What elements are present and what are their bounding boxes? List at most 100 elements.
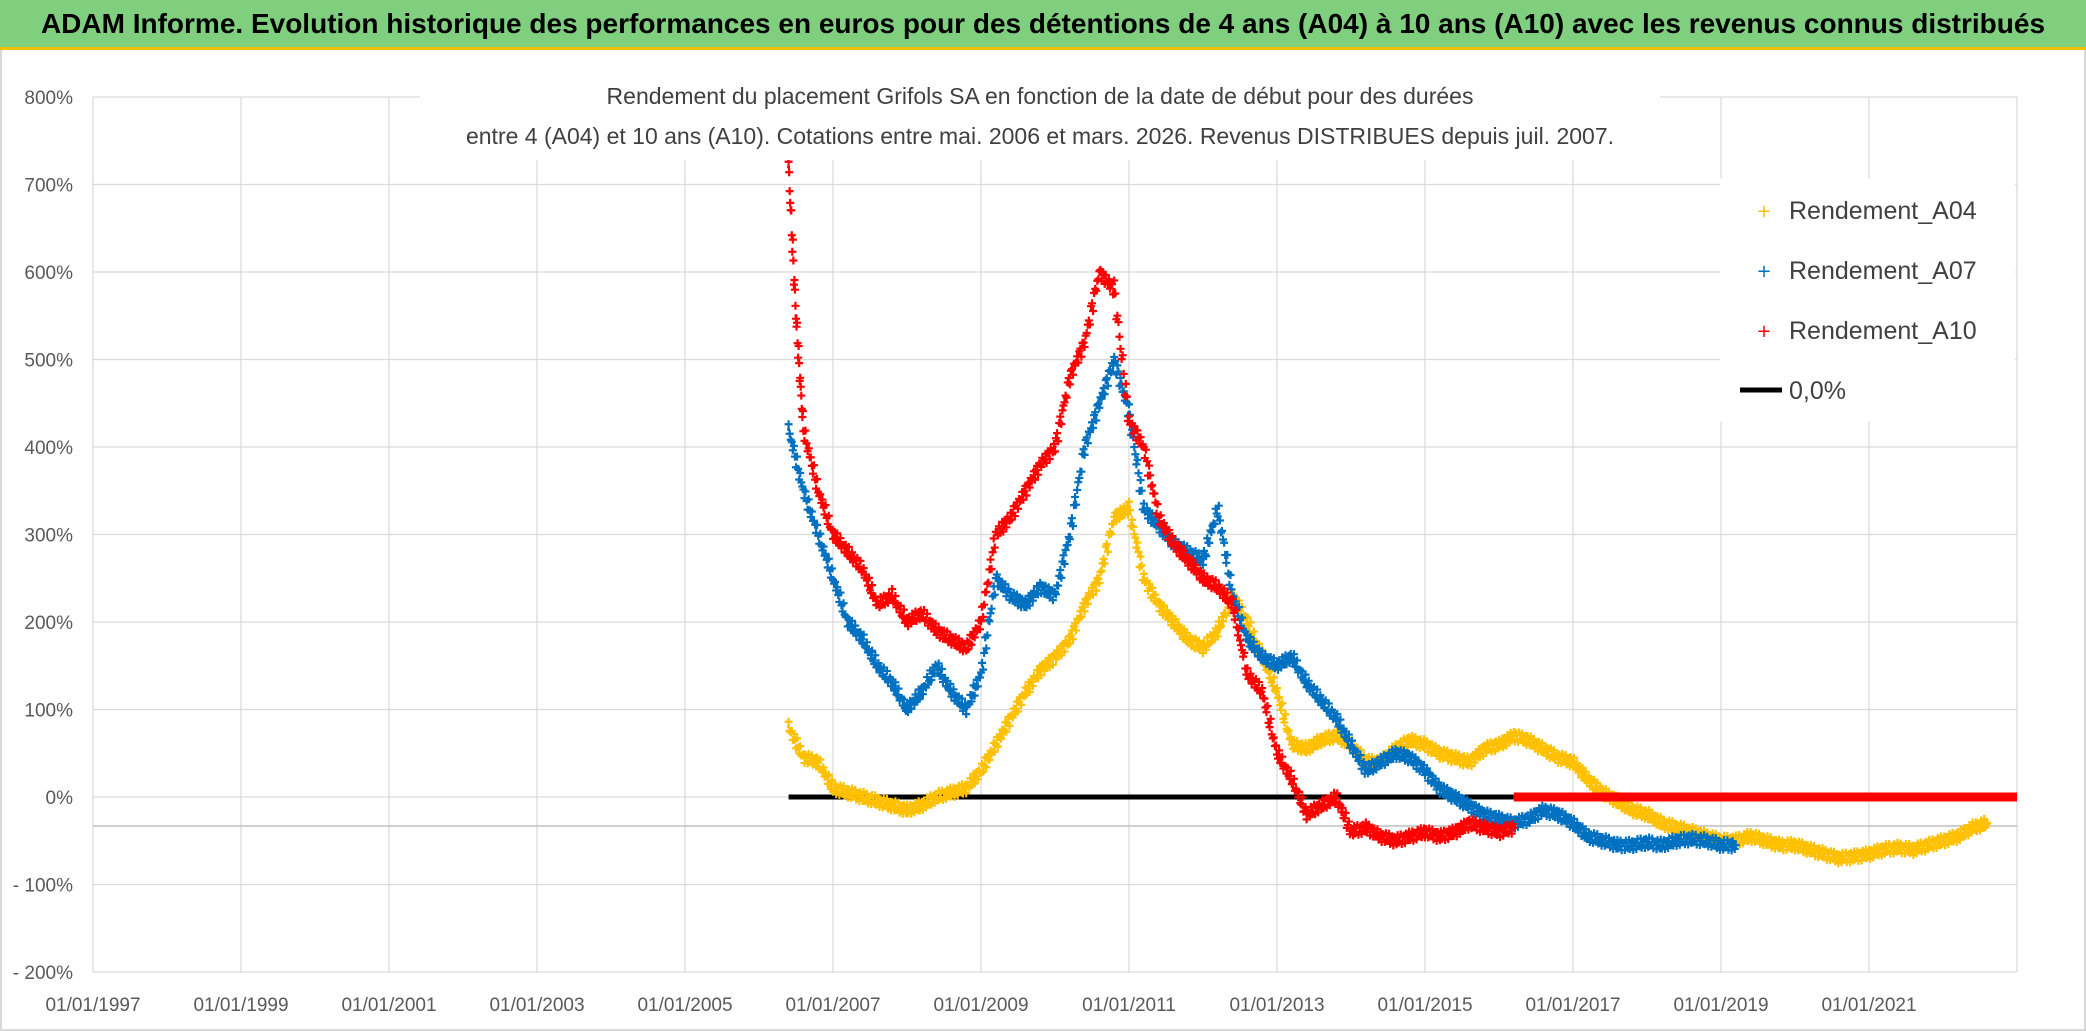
data-point-a10 <box>1157 515 1161 519</box>
legend-label-a04: Rendement_A04 <box>1789 197 1977 225</box>
data-point-a07 <box>1423 769 1427 773</box>
data-point-a07 <box>1216 506 1220 510</box>
data-point-a07 <box>1379 760 1383 764</box>
data-point-a10 <box>905 620 909 624</box>
y-tick-label: 300% <box>24 526 73 547</box>
data-point-a07 <box>1349 742 1353 747</box>
data-point-a10 <box>1038 462 1042 467</box>
data-point-a04 <box>1926 843 1930 847</box>
y-tick-label: 400% <box>24 438 73 459</box>
data-point-a07 <box>1497 817 1501 821</box>
data-point-a04 <box>1275 690 1279 694</box>
data-point-a04 <box>1023 690 1027 694</box>
data-point-a10 <box>1438 834 1442 838</box>
legend-label-a07: Rendement_A07 <box>1789 257 1977 285</box>
data-point-a04 <box>1127 506 1131 510</box>
data-point-a07 <box>801 489 806 493</box>
data-point-a10 <box>1453 830 1457 834</box>
data-point-a04 <box>1985 821 1989 825</box>
data-point-a10 <box>831 532 835 537</box>
data-point-a10 <box>1319 804 1323 808</box>
data-point-a10 <box>1334 795 1338 799</box>
x-tick-label: 01/01/2019 <box>1673 995 1768 1016</box>
x-tick-label: 01/01/2009 <box>933 995 1028 1016</box>
data-point-a07 <box>905 707 909 712</box>
data-point-a04 <box>1423 742 1427 747</box>
data-point-a07 <box>1290 655 1294 659</box>
data-point-a04 <box>1645 812 1649 817</box>
data-point-a07 <box>1083 445 1087 449</box>
data-point-a07 <box>1438 786 1442 790</box>
data-point-a10 <box>1053 445 1057 449</box>
data-point-a10 <box>1393 839 1397 843</box>
data-point-a04 <box>1823 852 1827 856</box>
data-point-a10 <box>890 594 894 598</box>
data-point-a04 <box>1068 637 1072 642</box>
data-point-a04 <box>816 760 820 764</box>
data-point-a07 <box>1453 795 1457 799</box>
data-point-a04 <box>1157 602 1161 607</box>
data-point-a07 <box>1142 506 1146 510</box>
data-point-a04 <box>1408 738 1412 742</box>
data-point-a07 <box>787 427 791 432</box>
data-point-a04 <box>861 795 865 799</box>
data-point-a04 <box>1867 852 1871 856</box>
data-point-a07 <box>846 620 850 624</box>
data-point-a07 <box>861 637 865 642</box>
legend: + Rendement_A04 + Rendement_A07 + Rendem… <box>1720 178 2015 422</box>
data-point-a04 <box>1571 760 1575 764</box>
legend-item-a07: + Rendement_A07 <box>1756 257 1976 285</box>
data-point-a04 <box>1216 629 1220 633</box>
data-point-a04 <box>1245 620 1249 624</box>
data-point-a10 <box>875 602 880 607</box>
data-point-a07 <box>1393 751 1397 755</box>
series-a07 <box>784 352 1740 855</box>
data-point-a04 <box>890 804 894 808</box>
data-point-a10 <box>1423 830 1427 834</box>
data-point-a10 <box>1497 830 1501 834</box>
data-point-a04 <box>935 795 939 799</box>
data-point-a07 <box>1023 602 1027 607</box>
data-point-a04 <box>1497 742 1501 747</box>
data-point-a07 <box>1112 357 1116 362</box>
data-point-a07 <box>1068 532 1072 537</box>
data-point-a07 <box>1719 843 1723 847</box>
data-point-a07 <box>1334 716 1338 720</box>
data-point-a04 <box>1009 716 1013 720</box>
data-point-a10 <box>1112 287 1116 292</box>
data-point-a04 <box>1956 834 1960 838</box>
data-point-a10 <box>1171 541 1175 545</box>
data-point-a10 <box>994 532 998 537</box>
data-point-a07 <box>831 576 835 580</box>
data-point-a04 <box>905 808 909 812</box>
data-point-a07 <box>1319 699 1323 703</box>
data-point-a07 <box>1245 637 1249 642</box>
y-tick-label: - 200% <box>13 963 73 984</box>
data-point-a04 <box>1763 839 1767 843</box>
data-point-a07 <box>1645 840 1649 845</box>
data-point-a10 <box>1379 834 1383 838</box>
data-point-a04 <box>1897 846 1901 850</box>
data-point-a10 <box>846 550 850 554</box>
x-tick-label: 01/01/2021 <box>1821 995 1916 1016</box>
data-point-a04 <box>949 791 954 795</box>
data-point-a10 <box>1260 690 1264 694</box>
data-point-a07 <box>1097 401 1101 405</box>
data-point-a10 <box>1097 270 1101 274</box>
data-point-a04 <box>1630 808 1634 812</box>
legend-label-a10: Rendement_A10 <box>1789 317 1977 345</box>
data-point-a04 <box>1305 747 1309 751</box>
data-point-a10 <box>935 629 939 633</box>
data-point-a04 <box>1083 602 1087 607</box>
data-point-a04 <box>801 756 806 760</box>
data-point-a10 <box>1305 812 1309 817</box>
data-point-a10 <box>1245 672 1249 677</box>
data-point-a04 <box>1778 843 1782 847</box>
legend-box <box>1720 178 2015 422</box>
x-tick-label: 01/01/2015 <box>1377 995 1472 1016</box>
data-point-a10 <box>1083 340 1087 344</box>
data-point-a10 <box>1482 826 1486 830</box>
data-point-a10 <box>801 427 806 432</box>
data-point-a10 <box>1349 830 1353 834</box>
data-point-a07 <box>1527 817 1531 821</box>
